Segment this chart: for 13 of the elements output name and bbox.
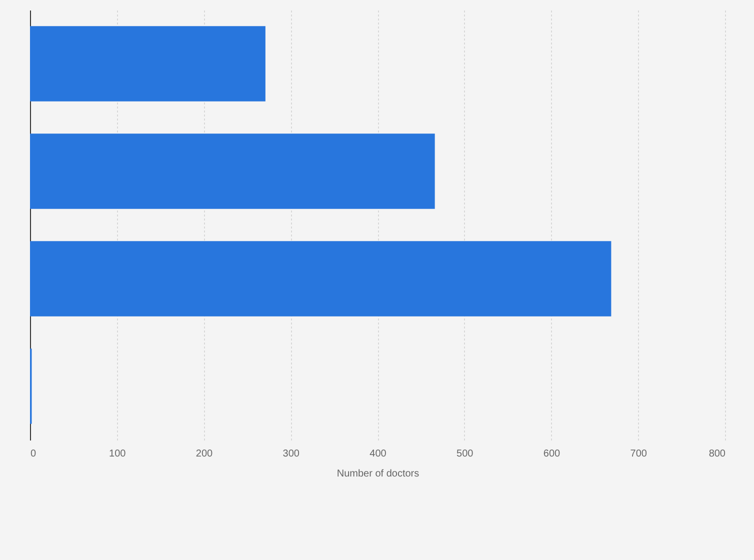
x-tick-label: 800 [708,448,726,460]
x-tick-label: 0 [30,448,36,460]
x-tick-label: 200 [196,448,214,460]
x-tick-label: 600 [543,448,561,460]
bar [30,26,266,102]
x-axis-title: Number of doctors [336,468,420,480]
bar [30,241,612,316]
bar [30,134,435,209]
x-tick-label: 700 [630,448,648,460]
x-tick-label: 100 [109,448,126,460]
x-tick-label: 400 [370,448,387,460]
x-tick-label: 300 [282,448,300,460]
x-tick-label: 500 [456,448,474,460]
